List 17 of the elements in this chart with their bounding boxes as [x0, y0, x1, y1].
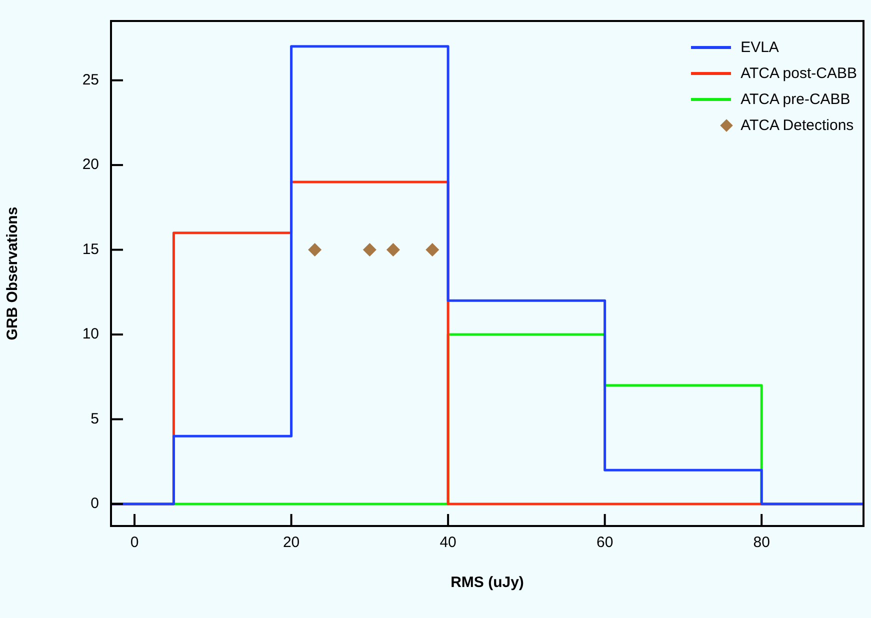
y-tick-label: 10: [82, 326, 99, 343]
y-tick-label: 5: [90, 410, 99, 428]
y-axis-title: GRB Observations: [4, 206, 22, 340]
x-tick-label: 80: [753, 534, 770, 552]
y-tick-label: 20: [82, 156, 99, 174]
legend-label: ATCA Detections: [740, 116, 854, 134]
x-tick-label: 0: [130, 534, 139, 552]
legend-label: ATCA pre-CABB: [740, 90, 850, 108]
x-tick-label: 20: [282, 534, 300, 552]
y-tick-label: 25: [82, 71, 99, 88]
y-tick-label: 0: [90, 495, 99, 512]
x-axis-title: RMS (uJy): [450, 574, 524, 592]
x-tick-label: 60: [596, 534, 614, 552]
y-tick-label: 15: [82, 240, 99, 258]
legend-label: ATCA post-CABB: [740, 64, 857, 82]
x-tick-label: 40: [440, 534, 456, 552]
legend-label: EVLA: [740, 38, 779, 56]
